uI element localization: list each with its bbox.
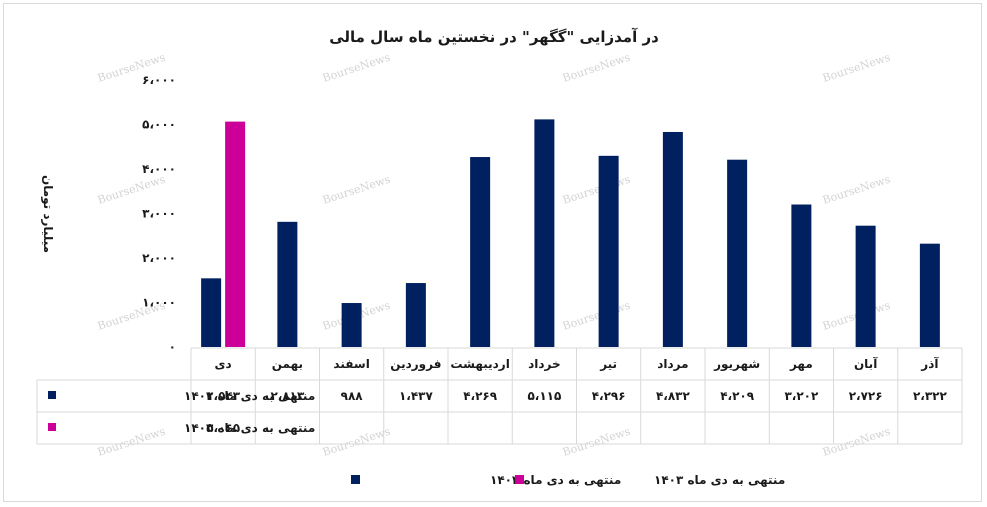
- bar-1402: [598, 155, 619, 347]
- legend-label-1403: منتهی به دی ماه ۱۴۰۳: [654, 473, 785, 487]
- bar-1402: [470, 157, 491, 347]
- series-row-name: منتهی به دی ماه ۱۴۰۳: [184, 421, 315, 435]
- category-label: مرداد: [657, 357, 688, 371]
- y-tick-label: ۵،۰۰۰: [142, 118, 176, 132]
- series-key-swatch: [48, 391, 56, 399]
- data-label: ۴،۸۳۲: [656, 389, 691, 403]
- y-axis-label: میلیارد تومان: [40, 175, 55, 253]
- data-label: ۲،۷۲۶: [849, 389, 883, 403]
- bar-1402: [727, 159, 748, 347]
- y-tick-label: ۳،۰۰۰: [142, 207, 176, 221]
- data-label: ۱،۴۳۷: [399, 389, 434, 403]
- legend-swatch-1403: [515, 475, 524, 484]
- chart-frame: BourseNews BourseNews BourseNews BourseNews…: [3, 3, 982, 502]
- y-tick-label: ۶،۰۰۰: [142, 73, 176, 87]
- data-label: ۵،۱۱۵: [527, 389, 561, 403]
- watermark-text: BourseNews: [96, 173, 167, 207]
- category-label: دی: [215, 357, 232, 371]
- bar-1402: [405, 283, 426, 347]
- watermark-text: BourseNews: [821, 425, 892, 459]
- category-label: فروردین: [390, 357, 441, 372]
- data-label: ۴،۲۰۹: [720, 389, 755, 403]
- category-label: مهر: [789, 357, 813, 371]
- watermark-text: BourseNews: [96, 425, 167, 459]
- bar-1402: [534, 119, 555, 347]
- bar-1403: [225, 121, 246, 347]
- bar-1402: [662, 131, 683, 347]
- y-tick-label: ۲،۰۰۰: [142, 251, 176, 265]
- y-tick-label: ۱،۰۰۰: [142, 296, 176, 310]
- watermark-text: BourseNews: [321, 51, 392, 85]
- category-label: شهریور: [713, 357, 760, 372]
- bar-1402: [341, 303, 362, 347]
- category-label: اردیبهشت: [450, 357, 509, 371]
- category-label: اسفند: [333, 357, 369, 371]
- bar-chart: BourseNews BourseNews BourseNews BourseNews…: [36, 28, 963, 487]
- category-label: خرداد: [528, 357, 561, 371]
- watermark-text: BourseNews: [561, 51, 632, 85]
- bar-1402: [791, 204, 812, 347]
- bar-1402: [201, 278, 222, 347]
- data-label: ۲،۸۱۳: [270, 389, 305, 403]
- bar-1402: [855, 225, 876, 347]
- data-label: ۳،۲۰۲: [784, 389, 819, 403]
- watermark-text: BourseNews: [821, 51, 892, 85]
- y-tick-label: ۴،۰۰۰: [142, 162, 176, 176]
- watermark-text: BourseNews: [561, 299, 632, 333]
- data-label: ۴،۲۶۹: [463, 389, 498, 403]
- data-label: ۱،۵۴۳: [206, 389, 241, 403]
- chart-title: در آمدزایی "گگهر" در نخستین ماه سال مالی: [329, 28, 659, 46]
- bar-1402: [277, 221, 298, 347]
- watermark-text: BourseNews: [561, 173, 632, 207]
- series-key-swatch: [48, 423, 56, 431]
- legend-label-1402: منتهی به دی ماه ۱۴۰۲: [490, 473, 621, 487]
- data-label: ۵،۰۶۵: [206, 421, 240, 435]
- category-label: بهمن: [272, 357, 303, 371]
- category-label: آذر: [920, 356, 939, 371]
- y-tick-label: ۰: [169, 340, 176, 354]
- series-row-name: منتهی به دی ماه ۱۴۰۲: [184, 389, 315, 403]
- watermark-text: BourseNews: [821, 173, 892, 207]
- category-label: آبان: [854, 356, 878, 371]
- bar-1402: [919, 243, 940, 347]
- data-label: ۴،۲۹۶: [592, 389, 626, 403]
- watermark-text: BourseNews: [321, 425, 392, 459]
- category-label: تیر: [599, 357, 617, 371]
- legend-swatch-1402: [351, 475, 360, 484]
- data-label: ۹۸۸: [341, 389, 364, 403]
- data-label: ۲،۳۲۲: [913, 389, 948, 403]
- watermark-text: BourseNews: [561, 425, 632, 459]
- watermark-text: BourseNews: [321, 173, 392, 207]
